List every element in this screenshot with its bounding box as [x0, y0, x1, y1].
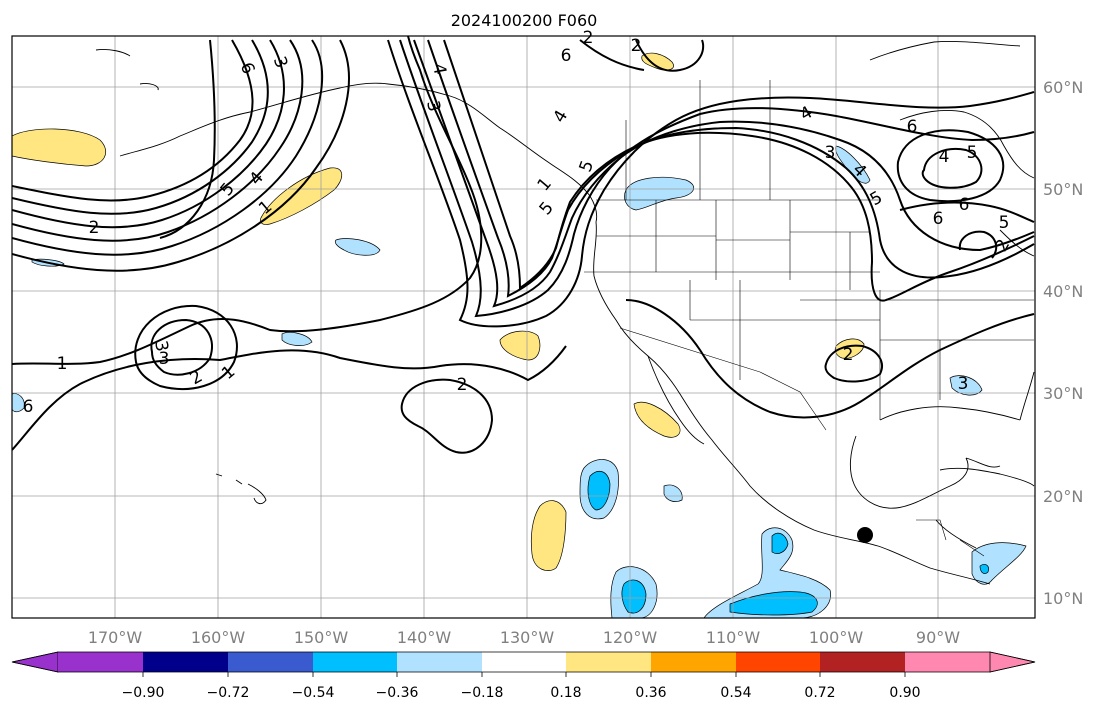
latitude-tick-label: 60°N	[1043, 78, 1083, 97]
colorbar-bin	[228, 652, 313, 672]
map-panel	[12, 36, 1035, 618]
colorbar-bin	[482, 652, 566, 672]
colorbar-bin	[58, 652, 143, 672]
contour-label: 1	[57, 354, 68, 374]
colorbar-tick-label: −0.54	[292, 685, 335, 701]
colorbar-bin	[820, 652, 905, 672]
colorbar-tick-label: −0.18	[461, 685, 504, 701]
colorbar-outline	[11, 651, 1036, 673]
map-frame	[11, 35, 1036, 619]
colorbar-tick-label: 0.54	[720, 685, 751, 701]
longitude-tick-label: 120°W	[603, 628, 658, 647]
longitude-labels: 170°W 160°W 150°W 140°W 130°W 120°W 110°W 100°W…	[88, 628, 960, 647]
colorbar-tick-label: −0.36	[376, 685, 419, 701]
contour-label: 3	[825, 143, 836, 163]
colorbar-bin	[566, 652, 651, 672]
contour-label: 6	[959, 195, 970, 215]
contour-label: 6	[561, 46, 572, 66]
contour-label: 4	[939, 147, 950, 167]
storm-center-marker	[857, 527, 873, 543]
longitude-tick-label: 130°W	[500, 628, 555, 647]
contour-label: 2	[457, 375, 468, 395]
longitude-tick-label: 150°W	[294, 628, 349, 647]
colorbar-tick-label: −0.90	[122, 685, 165, 701]
contour-label: 2	[631, 36, 642, 56]
colorbar-bin	[651, 652, 736, 672]
contour-label: 3	[422, 99, 444, 113]
latitude-tick-label: 30°N	[1043, 384, 1083, 403]
height-contours	[12, 36, 1035, 454]
latitude-labels: 60°N 50°N 40°N 30°N 20°N 10°N	[1043, 78, 1083, 608]
longitude-tick-label: 170°W	[88, 628, 143, 647]
longitude-tick-label: 110°W	[706, 628, 761, 647]
contour-label: 3	[150, 339, 172, 353]
longitude-tick-label: 160°W	[191, 628, 246, 647]
colorbar-tick-label: −0.72	[207, 685, 250, 701]
colorbar: −0.90 −0.72 −0.54 −0.36 −0.18 0.18 0.36 0.54 0.7…	[11, 651, 1036, 701]
contour-label: 2	[583, 28, 594, 48]
contour-label: 2	[89, 218, 100, 238]
negative-anomaly-shading	[12, 145, 1027, 618]
latitude-tick-label: 10°N	[1043, 589, 1083, 608]
colorbar-tick-label: 0.90	[889, 685, 920, 701]
colorbar-bin	[905, 652, 990, 672]
longitude-tick-label: 100°W	[809, 628, 864, 647]
colorbar-tick-label: 0.18	[550, 685, 581, 701]
contour-label: 2	[843, 345, 854, 365]
graticule	[12, 36, 1035, 618]
figure-title: 2024100200 F060	[451, 11, 598, 30]
longitude-tick-label: 140°W	[397, 628, 452, 647]
contour-label: 6	[23, 397, 34, 417]
contour-label: 6	[933, 209, 944, 229]
colorbar-tick-label: 0.36	[635, 685, 666, 701]
colorbar-bin	[313, 652, 397, 672]
latitude-tick-label: 40°N	[1043, 282, 1083, 301]
colorbar-bin	[736, 652, 820, 672]
colorbar-bin	[143, 652, 228, 672]
contour-label: 5	[999, 213, 1010, 233]
contour-label: 3	[958, 374, 969, 394]
colorbar-tick-label: 0.72	[804, 685, 835, 701]
contour-label: 6	[907, 117, 918, 137]
contour-label: 4	[428, 62, 450, 76]
longitude-tick-label: 90°W	[916, 628, 960, 647]
positive-anomaly-shading	[12, 52, 865, 571]
colorbar-bin	[397, 652, 482, 672]
contour-label: 3	[159, 349, 170, 369]
latitude-tick-label: 20°N	[1043, 487, 1083, 506]
latitude-tick-label: 50°N	[1043, 180, 1083, 199]
colorbar-extend-high	[989, 651, 1036, 673]
political-borders	[584, 80, 1034, 557]
contour-label: 5	[967, 143, 978, 163]
colorbar-extend-low	[11, 651, 59, 673]
